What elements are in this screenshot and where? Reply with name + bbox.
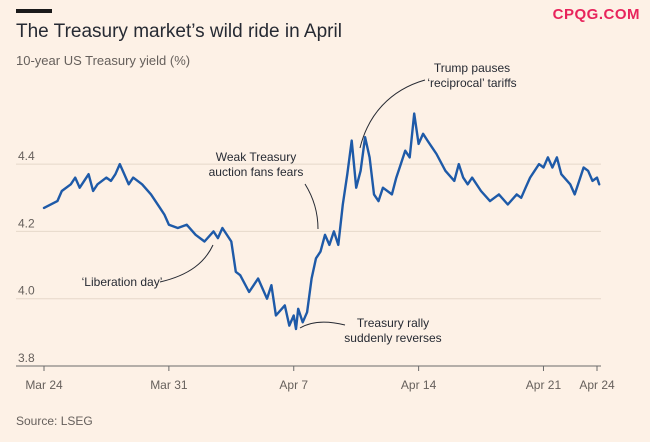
gridlines [16,163,601,367]
series-layer [42,112,601,331]
annotation-text: Weak Treasury [216,150,296,164]
watermark-logo: CPQG.COM [552,6,640,23]
x-axis: Mar 24 Mar 31 Apr 7 Apr 14 Apr 21 Apr 24 [25,366,615,392]
y-tick-label: 4.4 [18,149,35,163]
source-note: Source: LSEG [16,414,93,428]
annotation-leader [159,244,214,283]
y-tick-label: 4.0 [18,284,35,298]
annotation-text: suddenly reverses [344,331,441,345]
annotation-text: Treasury rally [357,316,429,330]
x-tick-label: Apr 7 [279,378,308,392]
chart-subtitle: 10-year US Treasury yield (%) [16,53,191,68]
x-tick-label: Apr 14 [401,378,437,392]
annotation-text: Trump pauses [434,61,510,75]
x-tick-label: Apr 21 [526,378,562,392]
annotation-leader [359,79,426,149]
x-tick-label: Mar 24 [25,378,63,392]
y-tick-label: 3.8 [18,351,35,365]
annotation-text: ‘Liberation day’ [82,275,163,289]
title-accent-bar [16,9,52,13]
x-tick-label: Mar 31 [150,378,188,392]
annotation-text: ‘reciprocal’ tariffs [427,76,516,90]
x-tick-label: Apr 24 [579,378,615,392]
yield-series-line [42,112,601,331]
annotation-leader [299,321,346,329]
chart-title: The Treasury market’s wild ride in April [16,21,342,42]
y-axis-ticks: 3.8 4.0 4.2 4.4 [18,149,35,365]
annotation-text: auction fans fears [209,165,304,179]
y-tick-label: 4.2 [18,216,35,230]
annotation-leader [304,183,319,230]
